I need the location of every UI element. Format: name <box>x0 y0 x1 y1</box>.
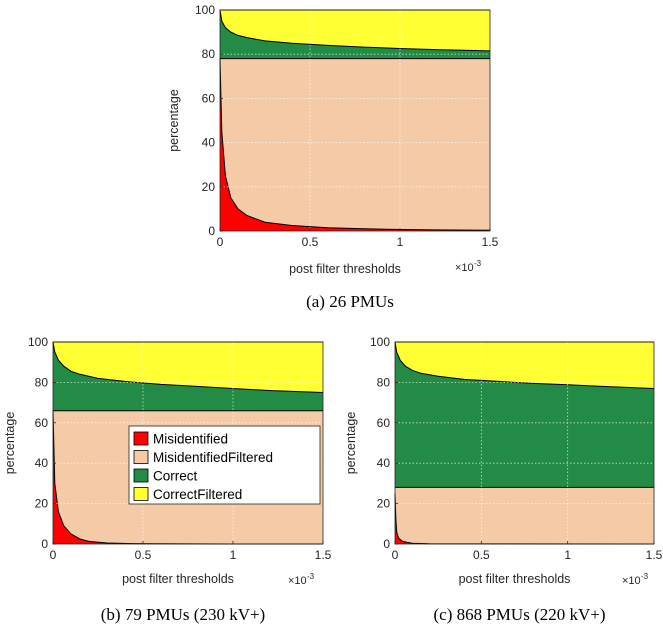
x-tick-label: 1.5 <box>646 548 663 562</box>
x-tick-label: 0 <box>392 548 399 562</box>
x-tick-label: 1 <box>564 548 571 562</box>
y-tick-label: 20 <box>35 497 49 511</box>
y-tick-label: 100 <box>370 335 390 349</box>
x-axis-multiplier: ×10 <box>288 575 307 587</box>
y-tick-label: 100 <box>195 3 215 17</box>
y-tick-label: 60 <box>35 416 49 430</box>
x-tick-label: 1.5 <box>482 235 499 249</box>
y-tick-label: 0 <box>208 224 215 238</box>
x-axis-label: post filter thresholds <box>289 262 401 276</box>
x-axis-exponent: -3 <box>307 572 315 581</box>
legend-label: Correct <box>153 469 198 484</box>
y-tick-label: 80 <box>202 47 216 61</box>
x-axis-multiplier: ×10 <box>455 262 474 274</box>
y-tick-label: 80 <box>377 375 391 389</box>
x-tick-label: 1.5 <box>315 548 332 562</box>
x-axis-label: post filter thresholds <box>459 572 571 586</box>
boundary-misidentified <box>394 493 655 545</box>
x-axis-exponent: -3 <box>474 259 482 268</box>
plot-box <box>52 341 324 545</box>
x-tick-label: 1 <box>230 548 237 562</box>
chart-panel-a: 0 0.5 1 1.5 0 20 40 60 80 100 post filter threshol… <box>167 3 499 311</box>
legend-swatch-misidentified <box>133 431 149 446</box>
area-misidentified-filtered <box>220 58 490 231</box>
y-tick-label: 100 <box>28 335 48 349</box>
y-tick-label: 0 <box>41 537 48 551</box>
y-axis-label: percentage <box>167 89 181 152</box>
panel-caption: (c) 868 PMUs (220 kV+) <box>433 605 605 624</box>
y-tick-label: 40 <box>35 456 49 470</box>
chart-panel-c: 0 0.5 1 1.5 0 20 40 60 80 100 post filter threshol… <box>344 335 663 624</box>
legend-swatch-correct-filtered <box>133 487 149 501</box>
x-tick-label: 0 <box>50 548 57 562</box>
area-misidentified-filtered <box>395 487 654 544</box>
legend-label: MisidentifiedFiltered <box>153 450 273 465</box>
x-axis-multiplier: ×10 <box>622 575 641 587</box>
legend: Misidentified MisidentifiedFiltered Correc… <box>128 425 321 505</box>
y-tick-label: 40 <box>202 136 216 150</box>
y-tick-label: 0 <box>383 537 390 551</box>
y-tick-label: 20 <box>377 497 391 511</box>
legend-box <box>128 425 321 505</box>
y-tick-label: 20 <box>202 180 216 194</box>
x-tick-label: 0.5 <box>135 548 152 562</box>
x-tick-label: 0 <box>217 235 224 249</box>
panel-caption: (a) 26 PMUs <box>306 292 394 311</box>
x-tick-label: 0.5 <box>473 548 490 562</box>
y-axis-label: percentage <box>3 412 17 475</box>
y-tick-label: 60 <box>377 416 391 430</box>
x-tick-label: 1 <box>397 235 404 249</box>
y-tick-label: 60 <box>202 91 216 105</box>
y-axis-label: percentage <box>344 412 358 475</box>
legend-swatch-misidentified-filtered <box>133 450 149 464</box>
legend-label: Misidentified <box>153 432 228 447</box>
legend-swatch-correct <box>133 468 149 483</box>
plot-box <box>219 9 491 232</box>
x-axis-label: post filter thresholds <box>122 572 234 586</box>
panel-caption: (b) 79 PMUs (230 kV+) <box>101 605 265 624</box>
plot-box <box>394 341 655 545</box>
x-tick-label: 0.5 <box>302 235 319 249</box>
legend-label: CorrectFiltered <box>153 487 242 502</box>
x-axis-exponent: -3 <box>641 572 649 581</box>
y-tick-label: 40 <box>377 456 391 470</box>
y-tick-label: 80 <box>35 375 49 389</box>
